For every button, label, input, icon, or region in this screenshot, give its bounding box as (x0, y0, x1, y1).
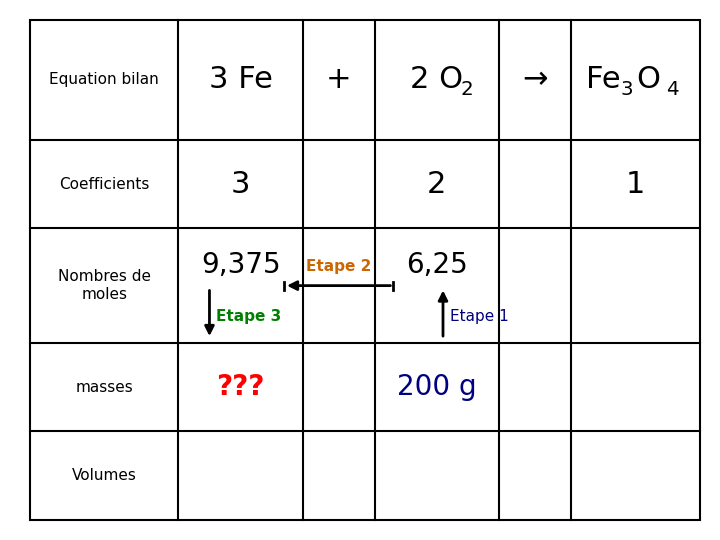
Text: 200 g: 200 g (397, 373, 477, 401)
Text: 3 Fe: 3 Fe (209, 65, 272, 94)
Text: +: + (326, 65, 351, 94)
Text: 3: 3 (621, 80, 633, 99)
Text: 9,375: 9,375 (201, 251, 280, 279)
Text: O: O (636, 65, 660, 94)
Text: Etape 2: Etape 2 (306, 259, 372, 274)
Text: 2: 2 (460, 80, 473, 99)
Text: →: → (522, 65, 548, 94)
Text: 1: 1 (626, 170, 645, 199)
Text: Fe: Fe (586, 65, 621, 94)
Text: Volumes: Volumes (72, 468, 137, 483)
Text: 2: 2 (427, 170, 446, 199)
Text: Etape 3: Etape 3 (217, 309, 282, 324)
Text: Coefficients: Coefficients (59, 177, 149, 192)
Text: ???: ??? (217, 373, 265, 401)
Text: 3: 3 (231, 170, 251, 199)
Text: 6,25: 6,25 (406, 251, 468, 279)
Text: Equation bilan: Equation bilan (49, 72, 159, 87)
Text: 4: 4 (666, 80, 679, 99)
Text: Nombres de
moles: Nombres de moles (58, 269, 150, 302)
Text: 2 O: 2 O (410, 65, 464, 94)
Text: masses: masses (76, 380, 133, 395)
Text: Etape 1: Etape 1 (450, 309, 509, 324)
